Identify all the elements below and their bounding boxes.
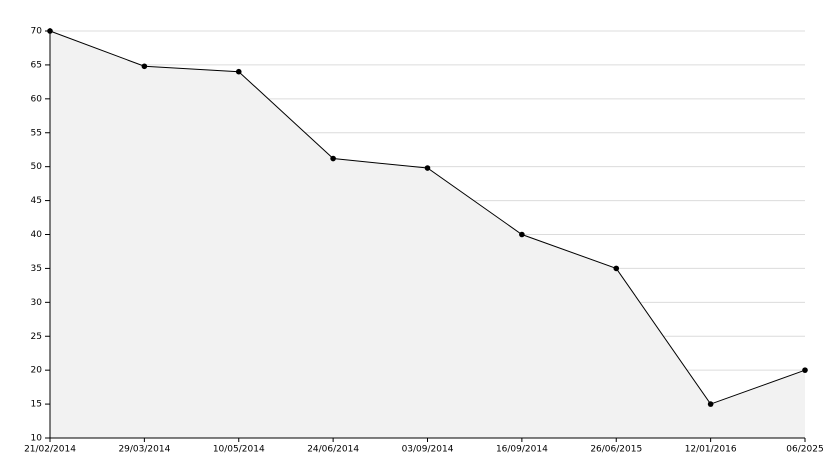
x-tick-label: 03/09/2014 xyxy=(402,445,454,455)
y-tick-label: 25 xyxy=(31,332,42,342)
x-tick-label: 12/01/2016 xyxy=(685,445,737,455)
y-tick-label: 60 xyxy=(31,94,43,104)
y-tick-label: 50 xyxy=(31,162,43,172)
y-tick-label: 45 xyxy=(31,196,42,206)
point xyxy=(141,63,148,70)
y-tick-label: 65 xyxy=(31,60,42,70)
point xyxy=(613,265,620,272)
y-tick-label: 70 xyxy=(31,27,43,37)
y-tick-label: 40 xyxy=(31,230,43,240)
area-fill xyxy=(50,31,805,438)
point xyxy=(802,367,808,373)
y-tick-label: 30 xyxy=(31,298,43,308)
y-tick-label: 10 xyxy=(31,434,43,444)
x-tick-label: 26/06/2015 xyxy=(590,445,642,455)
y-tick-label: 20 xyxy=(31,366,43,376)
x-tick-label: 29/03/2014 xyxy=(118,445,170,455)
x-tick-label: 16/09/2014 xyxy=(496,445,548,455)
x-tick-label: 10/05/2014 xyxy=(213,445,265,455)
x-tick-label: 06/2025 xyxy=(786,445,823,455)
point xyxy=(424,165,431,171)
point xyxy=(330,155,336,162)
y-tick-label: 15 xyxy=(31,400,42,410)
point xyxy=(235,68,242,75)
x-tick-label: 24/06/2014 xyxy=(307,445,359,455)
point xyxy=(707,401,714,407)
x-tick-label: 21/02/2014 xyxy=(24,445,76,455)
y-tick-label: 35 xyxy=(31,264,42,274)
y-tick-label: 55 xyxy=(31,128,42,138)
point xyxy=(519,231,525,238)
